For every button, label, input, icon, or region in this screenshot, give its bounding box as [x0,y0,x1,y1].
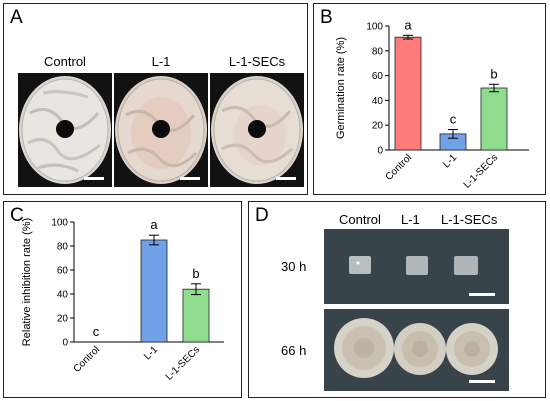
panel-c-letter: C [10,205,24,226]
significance-letter: a [150,217,158,232]
significance-letter: c [450,112,457,127]
panel-d: D Control L-1 L-1-SECs 30 h 66 h [248,201,546,398]
inhibition-chart: 0 20 40 60 80 100 Relative inhibition rate (%)… [21,217,224,383]
plate-label-control: Control [44,54,86,69]
y-tick-label: 100 [366,22,383,33]
colony-image-30h [324,229,509,304]
y-axis-title: Relative inhibition rate (%) [21,218,33,346]
plate-image-control [18,73,112,187]
y-tick-label: 100 [51,218,68,229]
x-tick-label: L-1 [441,152,459,170]
x-tick-label: Control [72,344,103,375]
panel-c: C 0 20 40 60 80 100 Relative inhibition rate (… [3,201,242,398]
plate-image-l1-secs [210,73,304,187]
y-tick-label: 40 [57,290,69,301]
y-axis-title: Germination rate (%) [335,37,347,139]
panel-b: B 0 20 40 60 80 100 Germination rate (%) a Contr… [313,3,546,195]
significance-letter: c [93,324,100,339]
y-tick-label: 40 [372,96,384,107]
x-tick-label: L-1 [142,344,160,362]
plate-label-l1-secs: L-1-SECs [228,54,286,69]
x-tick-label: L-1-SECs [164,344,202,382]
col-label-l1-secs: L-1-SECs [441,212,498,227]
y-tick-label: 20 [57,314,69,325]
plate-label-l1: L-1 [151,54,171,69]
y-tick-label: 80 [372,46,384,57]
bar [480,87,508,151]
y-tick-label: 60 [57,266,69,277]
x-tick-label: L-1-SECs [462,152,500,190]
row-label-66h: 66 h [281,343,307,358]
bar [394,36,422,151]
y-tick-label: 0 [62,338,68,349]
col-label-l1: L-1 [401,212,420,227]
y-tick-label: 20 [372,121,384,132]
significance-letter: b [490,66,497,81]
y-tick-label: 80 [57,242,69,253]
bar [140,239,168,343]
bar [182,288,210,343]
plate-image-l1 [114,73,208,187]
significance-letter: b [192,266,199,281]
panel-b-letter: B [320,7,333,28]
panel-d-letter: D [255,205,269,226]
colony-image-66h [324,309,509,391]
panel-a: A Control L-1 L-1-SECs [3,3,308,195]
row-label-30h: 30 h [281,259,307,274]
x-tick-label: Control [384,152,415,183]
significance-letter: a [404,17,412,32]
y-tick-label: 0 [377,146,383,157]
col-label-control: Control [339,212,381,227]
germination-chart: 0 20 40 60 80 100 Germination rate (%) a Control… [335,17,529,191]
y-tick-label: 60 [372,71,384,82]
panel-a-letter: A [10,7,23,28]
